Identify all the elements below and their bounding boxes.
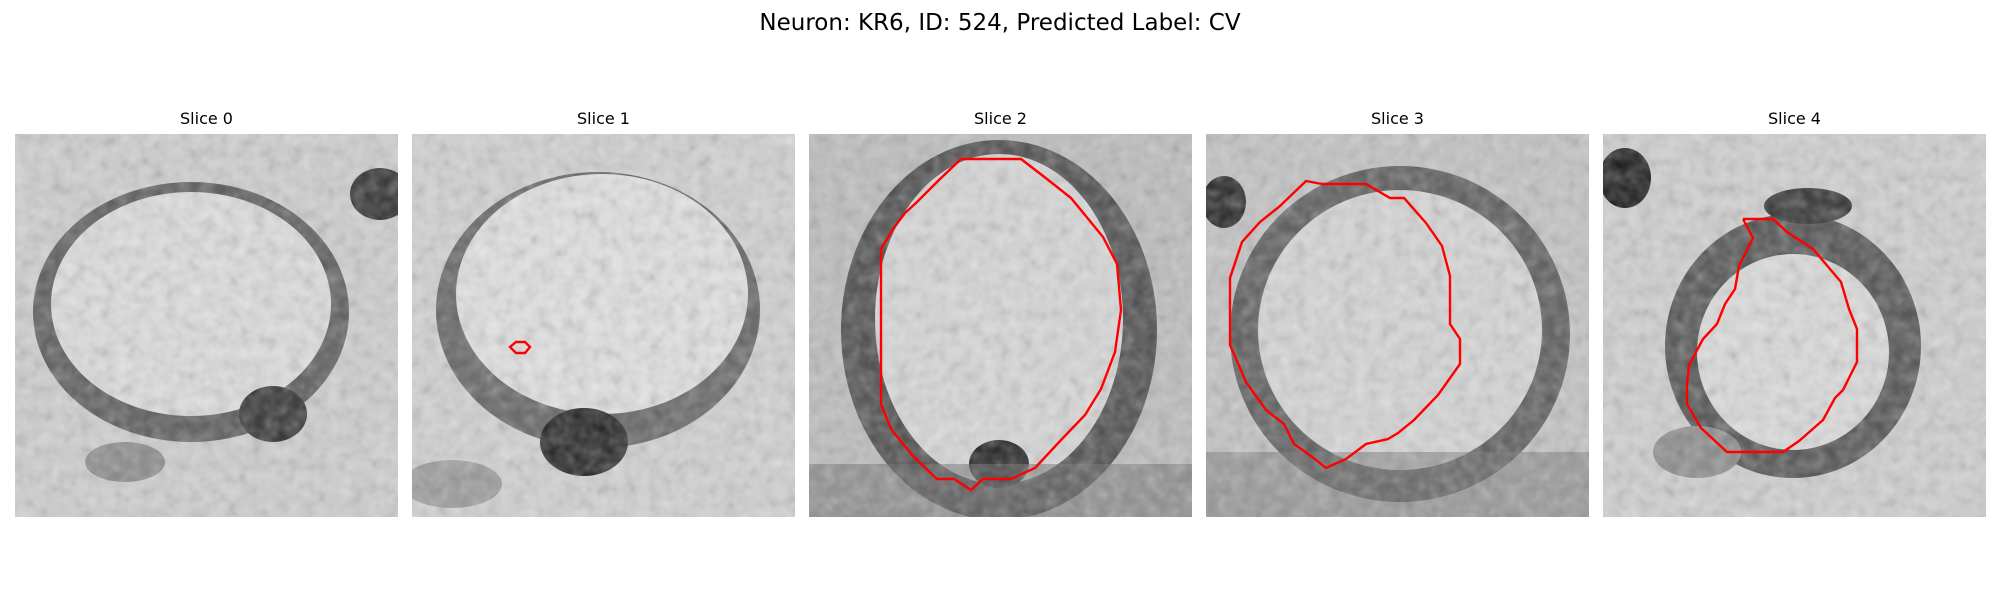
slice-panel-0: Slice 0 — [15, 108, 398, 517]
slice-title-2: Slice 2 — [974, 109, 1027, 128]
slice-image-1 — [412, 134, 795, 517]
slice-panel-2: Slice 2 — [809, 108, 1192, 517]
contour-outline — [1685, 217, 1859, 454]
contour-outline — [1228, 179, 1462, 470]
slice-image-2 — [809, 134, 1192, 517]
slice-image-3 — [1206, 134, 1589, 517]
slice-panel-4: Slice 4 — [1603, 108, 1986, 517]
contour-marker — [508, 340, 532, 355]
slice-title-3: Slice 3 — [1371, 109, 1424, 128]
slice-title-4: Slice 4 — [1768, 109, 1821, 128]
slice-title-1: Slice 1 — [577, 109, 630, 128]
slice-panel-1: Slice 1 — [412, 108, 795, 517]
slice-image-0 — [15, 134, 398, 517]
figure-title: Neuron: KR6, ID: 524, Predicted Label: C… — [759, 10, 1241, 36]
slice-panel-3: Slice 3 — [1206, 108, 1589, 517]
slice-title-0: Slice 0 — [180, 109, 233, 128]
slice-image-4 — [1603, 134, 1986, 517]
contour-outline — [879, 157, 1123, 492]
